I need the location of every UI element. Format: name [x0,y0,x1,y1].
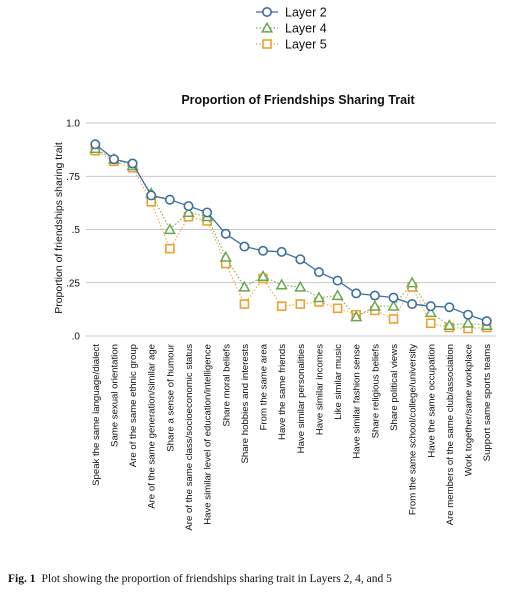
series-layer-2 [90,139,492,327]
data-point-layer-2 [202,207,213,218]
data-point-layer-2 [146,190,157,201]
series-layer [89,139,493,334]
data-point-layer-2 [332,275,343,286]
x-tick-label-are-members-of-the-same-club-association: Are members of the same club/association [445,344,456,525]
series-line-layer-4 [95,148,487,326]
data-point-layer-2 [444,302,455,313]
data-point-layer-5 [239,299,250,309]
figure-caption-label: Fig. 1 [8,573,36,585]
x-tick-label-from-the-same-area: From the same area [259,343,270,430]
x-tick-label-work-together-same-workplace: Work together/same workplace [464,344,475,476]
grid [86,122,496,337]
x-tick-label-from-the-same-school-college-university: From the same school/college/university [408,344,419,515]
x-tick-label-have-similar-incomes: Have similar incomes [314,344,325,435]
x-axis-ticks: Speak the same language/dialect Same sexu… [91,343,493,530]
data-point-layer-4 [331,289,344,301]
x-tick-label-have-the-same-friends: Have the same friends [277,344,288,440]
legend-item-layer-4: Layer 4 [256,22,327,36]
data-point-layer-4 [312,291,326,303]
x-tick-label-speak-the-same-language-dialect: Speak the same language/dialect [91,344,102,486]
x-tick-label-have-the-same-occupation: Have the same occupation [426,344,437,458]
data-point-layer-5 [332,303,343,314]
legend-marker-layer-5 [262,39,272,49]
y-tick-label: .25 [66,278,80,289]
data-point-layer-2 [258,245,269,256]
data-point-layer-4 [443,319,456,330]
x-tick-label-are-of-the-same-ethnic-group: Are of the same ethnic group [128,344,139,467]
x-tick-label-share-religious-beliefs: Share religious beliefs [370,344,381,439]
x-tick-label-have-similar-personalities: Have similar personalities [296,344,307,454]
x-tick-label-share-a-sense-of-humour: Share a sense of humour [165,343,176,452]
data-point-layer-2 [239,241,250,252]
data-point-layer-5 [295,299,306,309]
x-tick-label-share-political-views: Share political views [389,344,400,431]
y-axis-ticks: .0 .25 .5 .75 1.0 [66,119,80,343]
legend-marker-layer-2 [261,7,272,17]
chart-title: Proportion of Friendships Sharing Trait [181,93,415,107]
x-tick-label-have-similar-level-of-education-intelligence: Have similar level of education/intellig… [203,344,214,525]
legend: Layer 2 Layer 4 Layer 5 [256,6,327,52]
x-tick-label-like-similar-music: Like similar music [333,344,344,420]
legend-item-layer-5: Layer 5 [256,38,327,52]
legend-label: Layer 5 [285,38,327,52]
y-tick-label: .5 [72,225,81,236]
x-tick-label-share-hobbies-and-interests: Share hobbies and interests [240,344,251,464]
data-point-layer-4 [219,250,232,262]
data-point-layer-5 [425,318,436,329]
data-point-layer-2 [425,301,436,312]
data-point-layer-2 [127,158,138,169]
data-point-layer-2 [108,154,119,165]
data-point-layer-5 [388,314,399,324]
data-point-layer-4 [238,280,251,292]
data-point-layer-4 [294,280,307,292]
data-point-layer-4 [163,223,176,235]
data-point-layer-4 [387,299,400,311]
legend-marker-layer-4 [260,21,274,33]
data-point-layer-2 [313,267,324,278]
data-point-layer-5 [276,301,287,311]
series-line-layer-2 [94,143,487,322]
legend-label: Layer 4 [285,22,327,36]
data-point-layer-2 [481,316,492,327]
figure-caption-text: Plot showing the proportion of friendshi… [41,573,392,585]
data-point-layer-2 [463,309,474,320]
x-tick-label-have-similar-fashion-sense: Have similar fashion sense [352,344,363,459]
data-point-layer-4 [368,299,381,311]
data-point-layer-4 [350,310,363,322]
figure-caption: Fig. 1 Plot showing the proportion of fri… [8,573,508,585]
x-tick-label-same-sexual-orientation: Same sexual orientation [109,344,120,447]
data-point-layer-2 [295,254,306,265]
data-point-layer-4 [256,270,270,281]
legend-label: Layer 2 [285,6,327,20]
data-point-layer-2 [388,292,399,303]
data-point-layer-4 [461,316,475,328]
x-tick-label-are-of-the-same-class-socioeconomic-status: Are of the same class/socioeconomic stat… [184,344,195,531]
x-tick-label-share-moral-beliefs: Share moral beliefs [221,344,232,427]
data-point-layer-2 [407,299,418,310]
legend-item-layer-2: Layer 2 [256,6,327,20]
series-line-layer-5 [95,150,487,330]
data-point-layer-2 [90,139,101,150]
data-point-layer-4 [424,306,437,318]
data-point-layer-2 [164,194,175,205]
data-point-layer-2 [351,288,362,299]
data-point-layer-4 [406,276,419,288]
data-point-layer-2 [183,201,194,212]
data-point-layer-2 [276,246,287,257]
data-point-layer-4 [182,206,195,218]
y-tick-label: .0 [72,332,81,343]
data-point-layer-2 [369,290,380,301]
y-tick-label: 1.0 [66,119,80,130]
data-point-layer-4 [275,278,288,290]
data-point-layer-5 [165,243,175,254]
x-tick-label-are-of-the-same-generation-similar-age: Are of the same generation/similar age [147,344,158,509]
data-point-layer-2 [220,228,231,239]
y-tick-label: .75 [66,172,80,183]
x-tick-label-support-same-sports-teams: Support same sports teams [482,344,493,462]
y-axis-label: Proportion of friendships sharing trait [53,142,65,314]
